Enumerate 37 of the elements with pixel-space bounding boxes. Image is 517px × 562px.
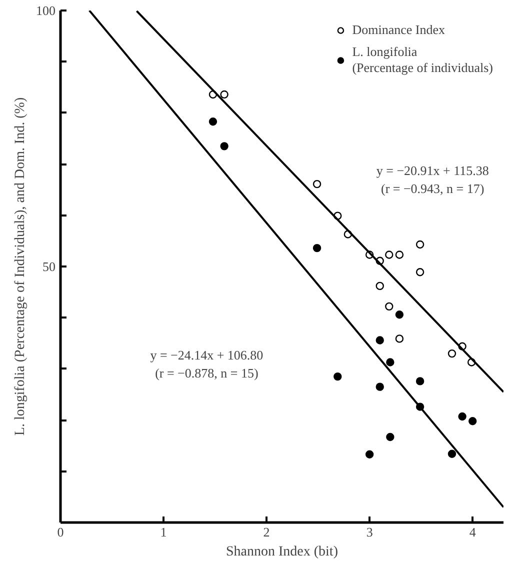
x-tick-label: 2 <box>263 524 270 540</box>
point <box>220 142 228 150</box>
point <box>376 282 384 290</box>
annotation: y = −24.14x + 106.80 (r = −0.878, n = 15) <box>150 347 264 380</box>
annotation: y = −20.91x + 115.38 (r = −0.943, n = 17) <box>376 162 489 196</box>
x-tick-label: 3 <box>366 524 373 540</box>
point <box>386 358 394 366</box>
x-tick-label: 1 <box>160 524 167 540</box>
point <box>208 118 218 126</box>
x-axis-title: Shannon Index (bit) <box>226 544 338 560</box>
point <box>468 417 477 426</box>
point <box>416 377 424 386</box>
point <box>448 450 456 458</box>
x-tick-label: 0 <box>57 524 64 540</box>
y-axis-title: L. longifolia (Percentage of Individuals), and Dom. Ind. (%) <box>13 97 28 436</box>
point <box>385 302 394 311</box>
point <box>312 244 322 252</box>
point <box>365 450 374 458</box>
legend-label: Dominance Index <box>352 22 445 38</box>
point <box>416 240 424 249</box>
point <box>376 336 384 344</box>
point <box>448 349 456 358</box>
point <box>386 432 394 442</box>
y-tick-label: 50 <box>42 259 56 274</box>
point <box>416 268 424 276</box>
x-tick-label: 4 <box>469 524 476 540</box>
point <box>395 250 404 259</box>
point <box>334 372 342 381</box>
point <box>220 90 228 99</box>
point <box>458 412 466 421</box>
point <box>312 180 322 188</box>
point <box>376 382 384 391</box>
point <box>395 310 404 319</box>
point <box>395 334 404 343</box>
legend-label: L. longifolia (Percentage of individuals) <box>352 44 493 76</box>
point <box>385 250 394 259</box>
y-tick-label: 100 <box>36 3 56 18</box>
